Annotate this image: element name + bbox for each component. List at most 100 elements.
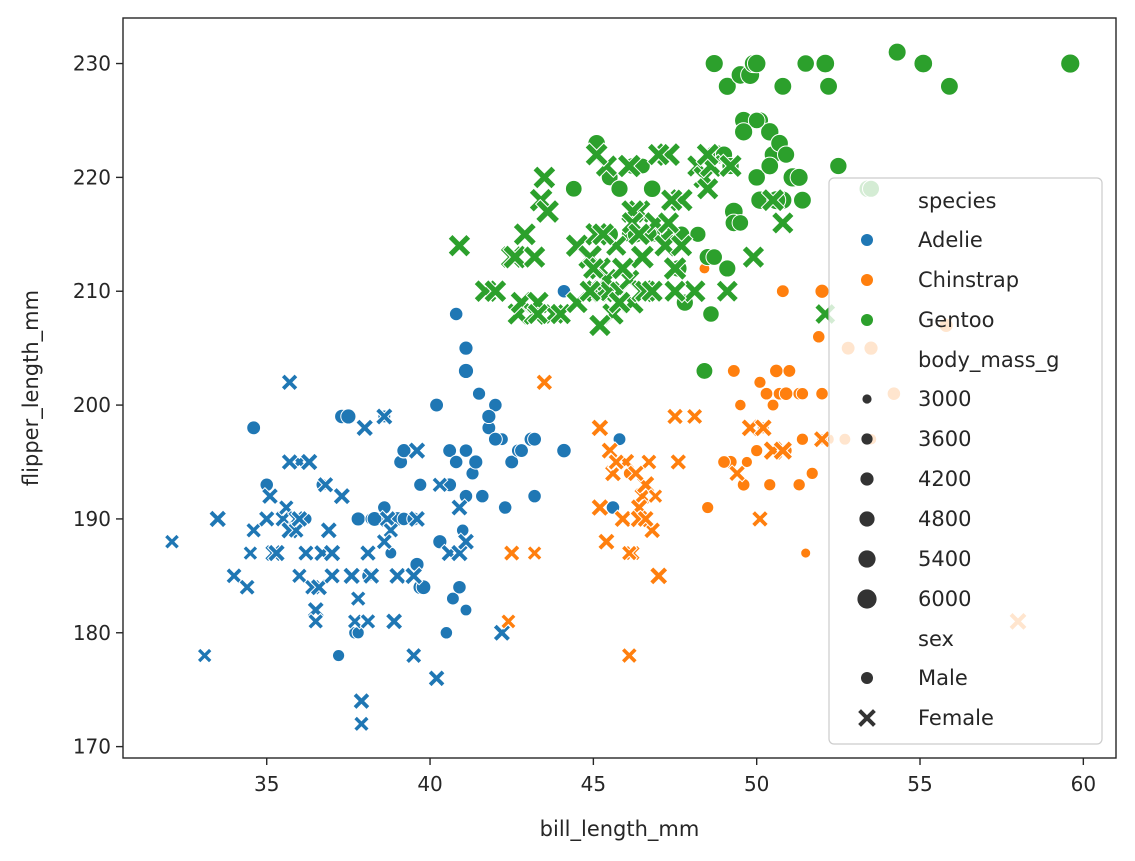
- point-gentoo-male: [829, 156, 848, 176]
- point-mark: [279, 500, 294, 515]
- y-tick-label: 230: [73, 52, 111, 76]
- point-chinstrap-female: [526, 544, 543, 562]
- x-tick-label: 40: [417, 772, 442, 796]
- point-adelie-female: [407, 441, 427, 461]
- point-chinstrap-male: [795, 387, 810, 401]
- legend-marker-chinstrap: [861, 274, 873, 286]
- point-gentoo-male: [789, 167, 809, 187]
- point-mark: [523, 246, 546, 268]
- point-mark: [376, 534, 392, 550]
- point-mark: [197, 648, 212, 663]
- point-adelie-female: [277, 498, 295, 517]
- point-gentoo-male: [819, 76, 838, 96]
- point-mark: [536, 374, 553, 390]
- point-adelie-female: [332, 486, 352, 506]
- legend-marker-size-3000: [862, 394, 872, 404]
- point-adelie-female: [296, 544, 315, 563]
- x-axis-ticks: 35 40 45 50 55 60: [254, 758, 1096, 796]
- point-chinstrap-male: [769, 363, 784, 379]
- point-mark: [661, 189, 683, 211]
- point-gentoo-male: [642, 179, 662, 199]
- legend-size-title: body_mass_g: [918, 348, 1059, 373]
- legend-entry-size-4800: 4800: [918, 507, 971, 531]
- point-chinstrap-male: [814, 283, 830, 299]
- point-mark: [320, 522, 337, 539]
- point-adelie-female: [346, 613, 364, 630]
- point-gentoo-male: [792, 190, 812, 210]
- point-gentoo-male: [702, 305, 720, 323]
- point-mark: [324, 568, 340, 584]
- point-mark: [670, 454, 686, 470]
- point-gentoo-male: [717, 76, 737, 96]
- point-mark: [317, 477, 334, 493]
- y-tick-label: 200: [73, 393, 111, 417]
- point-adelie-female: [387, 566, 407, 586]
- point-adelie-female: [349, 590, 367, 608]
- point-gentoo-female: [526, 302, 550, 326]
- point-gentoo-female: [695, 176, 720, 201]
- legend-hue-title: species: [918, 189, 996, 213]
- point-mark: [628, 223, 650, 246]
- point-gentoo-male: [1060, 53, 1081, 74]
- point-mark: [611, 257, 634, 280]
- point-chinstrap-female: [502, 544, 521, 563]
- point-chinstrap-female: [685, 407, 704, 426]
- point-gentoo-female: [640, 279, 665, 304]
- point-chinstrap-female: [620, 544, 638, 562]
- point-adelie-female: [280, 452, 299, 472]
- y-tick-label: 220: [73, 165, 111, 189]
- point-gentoo-female: [662, 255, 688, 282]
- point-adelie-male: [457, 362, 475, 380]
- point-adelie-male: [448, 454, 464, 470]
- legend-entry-gentoo: Gentoo: [918, 308, 994, 332]
- point-adelie-male: [487, 431, 503, 447]
- point-adelie-female: [427, 669, 446, 688]
- legend: species Adelie Chinstrap Gentoo body_mas…: [828, 177, 1103, 745]
- legend-entry-female: Female: [918, 706, 994, 730]
- point-gentoo-female: [760, 187, 786, 213]
- point-chinstrap-male: [753, 375, 767, 389]
- point-adelie-female: [242, 544, 259, 562]
- point-adelie-male: [452, 579, 467, 595]
- point-adelie-female: [358, 544, 378, 563]
- legend-marker-size-4800: [859, 511, 875, 527]
- point-chinstrap-male: [740, 455, 753, 469]
- point-adelie-female: [378, 509, 397, 529]
- point-adelie-male: [481, 408, 497, 425]
- point-chinstrap-female: [607, 453, 626, 471]
- point-mark: [484, 280, 507, 303]
- point-chinstrap-male: [800, 547, 812, 559]
- y-tick-label: 180: [73, 621, 111, 645]
- point-adelie-male: [350, 511, 366, 527]
- point-mark: [356, 419, 373, 436]
- point-mark: [360, 614, 376, 629]
- point-mark: [667, 408, 683, 425]
- point-mark: [383, 523, 399, 538]
- point-adelie-female: [307, 612, 325, 630]
- point-adelie-male: [429, 397, 445, 413]
- legend-entry-size-4200: 4200: [918, 467, 971, 491]
- legend-entry-adelie: Adelie: [918, 228, 983, 252]
- point-mark: [527, 546, 542, 560]
- point-adelie-female: [266, 543, 287, 563]
- point-mark: [298, 545, 314, 561]
- point-mark: [432, 477, 448, 492]
- point-mark: [288, 522, 304, 538]
- point-mark: [591, 499, 609, 516]
- point-gentoo-female: [607, 290, 632, 315]
- point-mark: [641, 454, 657, 470]
- point-adelie-female: [274, 509, 293, 528]
- point-mark: [448, 235, 471, 257]
- point-adelie-male: [475, 488, 490, 504]
- point-gentoo-female: [770, 210, 795, 235]
- point-adelie-female: [361, 566, 381, 586]
- point-gentoo-female: [646, 142, 671, 167]
- legend-entry-size-6000: 6000: [918, 587, 971, 611]
- point-mark: [513, 223, 536, 246]
- point-adelie-female: [322, 566, 342, 585]
- legend-marker-size-3600: [861, 433, 873, 445]
- point-mark: [351, 591, 366, 606]
- point-gentoo-male: [704, 53, 724, 74]
- point-adelie-female: [280, 373, 299, 392]
